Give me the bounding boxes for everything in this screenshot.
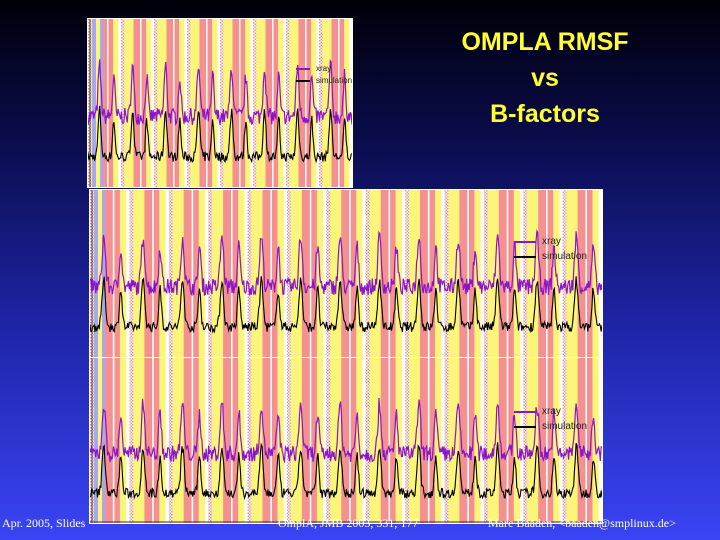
plot-panel-top: xray simulation xyxy=(88,19,352,187)
title-line-b-factors: B-factors xyxy=(490,100,600,128)
plot-canvas-middle xyxy=(90,190,602,357)
legend-middle: xray simulation xyxy=(514,234,587,264)
plot-panel-middle: xray simulation xyxy=(90,190,602,357)
region-bands xyxy=(90,358,602,523)
slide-title: OMPLA RMSF vs B-factors xyxy=(420,24,670,132)
legend-bottom: xray simulation xyxy=(514,404,587,434)
legend-swatch-xray xyxy=(296,68,310,70)
trace-simulation xyxy=(88,105,352,164)
trace-xray xyxy=(88,59,352,127)
region-bands xyxy=(90,190,602,357)
legend-label-simulation: simulation xyxy=(542,421,588,432)
legend-swatch-xray xyxy=(514,410,536,413)
trace-xray xyxy=(90,229,602,297)
legend-label-xray: xray xyxy=(542,236,561,247)
legend-swatch-simulation xyxy=(296,80,310,82)
title-line-ompla-rmsf: OMPLA RMSF xyxy=(461,28,629,56)
legend-swatch-xray xyxy=(514,240,536,243)
plot-canvas-top xyxy=(88,19,352,187)
footer-reference: OmplA, JMB 2003, 331, 177 xyxy=(278,516,419,530)
legend-swatch-simulation xyxy=(514,425,536,428)
trace-xray xyxy=(90,397,602,464)
legend-top: xray simulation xyxy=(296,63,352,87)
footer-author: Marc Baaden, <baaden@smplinux.de> xyxy=(488,516,676,530)
region-bands xyxy=(88,19,352,187)
trace-simulation xyxy=(90,442,602,500)
footer-date: Apr. 2005, Slides xyxy=(2,516,86,530)
legend-label-simulation: simulation xyxy=(542,251,588,262)
plot-panel-bottom: xray simulation xyxy=(90,358,602,523)
legend-label-simulation: simulation xyxy=(316,76,352,85)
title-line-vs: vs xyxy=(531,64,559,92)
plot-canvas-bottom xyxy=(90,358,602,523)
trace-simulation xyxy=(90,276,602,334)
legend-swatch-simulation xyxy=(514,255,536,258)
legend-label-xray: xray xyxy=(542,406,561,417)
legend-label-xray: xray xyxy=(316,64,332,73)
